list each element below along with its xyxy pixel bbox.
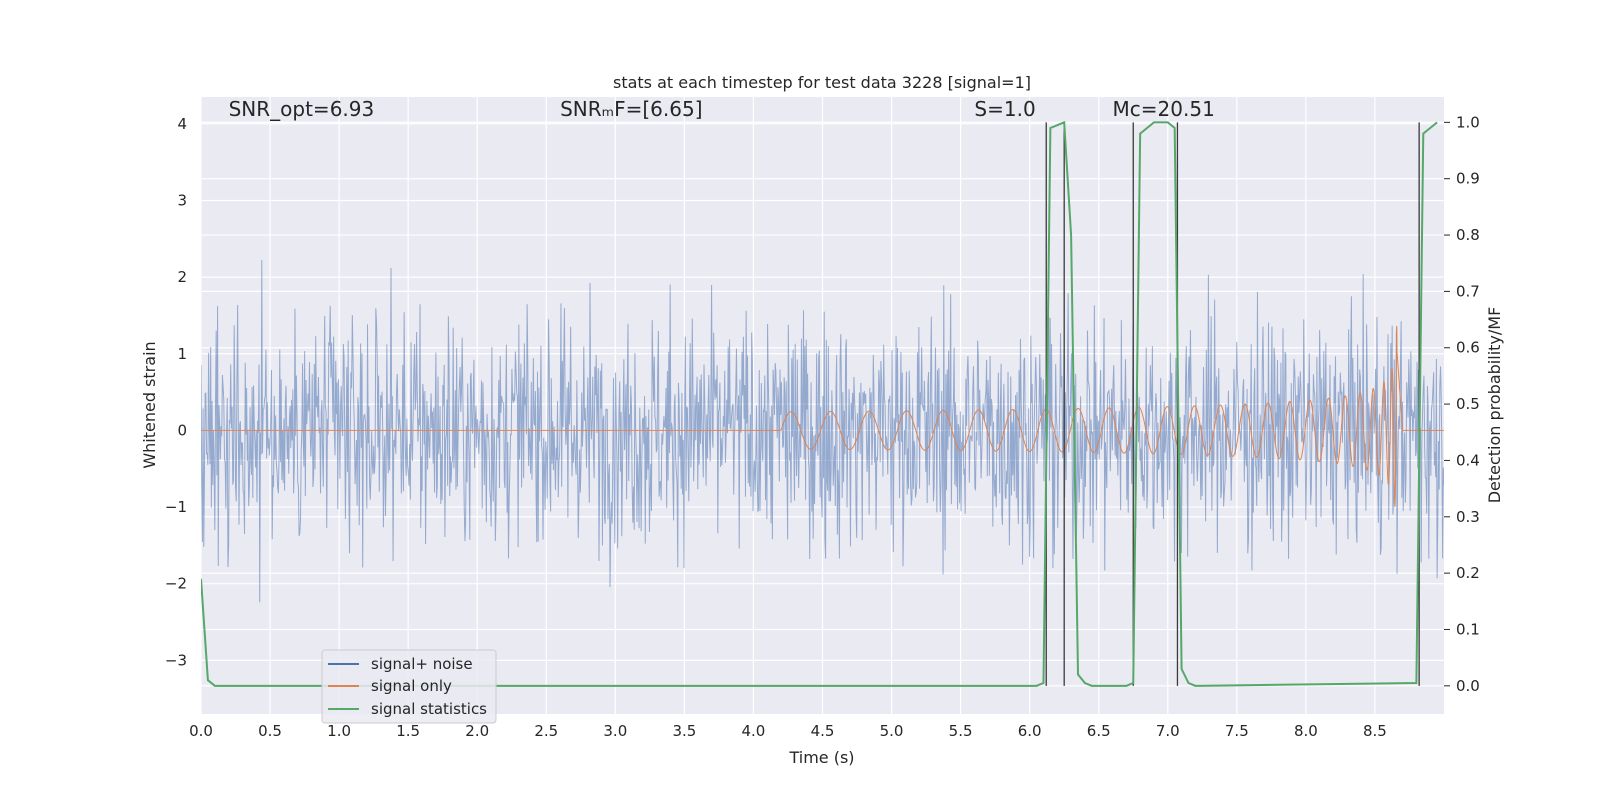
annotations: SNR_opt=6.93 SNRₘF=[6.65] S=1.0 Mᴄ=20.51 xyxy=(229,97,1215,121)
y-tick-label: −3 xyxy=(165,651,187,669)
x-tick-label: 0.0 xyxy=(189,722,213,740)
y-tick-label: 2 xyxy=(177,268,187,286)
x-tick-label: 2.5 xyxy=(534,722,558,740)
x-tick-label: 5.5 xyxy=(949,722,973,740)
y-tick-label: −2 xyxy=(165,575,187,593)
y-tick-label: 0 xyxy=(177,421,187,439)
x-tick-label: 1.0 xyxy=(327,722,351,740)
y-tick-label: 1 xyxy=(177,345,187,363)
y-tick-label: 4 xyxy=(177,115,187,133)
y2-axis-label: Detection probability/MF xyxy=(1485,307,1504,504)
y-axis-ticks: −3 −2 −1 0 1 2 3 4 xyxy=(165,115,187,670)
x-tick-label: 4.0 xyxy=(742,722,766,740)
x-tick-label: 6.5 xyxy=(1087,722,1111,740)
series-signal-only xyxy=(201,326,1444,507)
y2-tick-label: 0.7 xyxy=(1456,282,1480,300)
plot-content xyxy=(201,120,1444,687)
y2-tick-label: 0.6 xyxy=(1456,339,1480,357)
legend-label-signal-noise: signal+ noise xyxy=(371,655,473,673)
y2-tick-label: 0.8 xyxy=(1456,226,1480,244)
y2-tick-label: 0.1 xyxy=(1456,620,1480,638)
y2-tick-label: 0.5 xyxy=(1456,395,1480,413)
y-tick-label: 3 xyxy=(177,191,187,209)
x-tick-label: 8.5 xyxy=(1363,722,1387,740)
signal-noise-line xyxy=(201,260,1444,603)
x-tick-label: 0.5 xyxy=(258,722,282,740)
x-tick-label: 7.0 xyxy=(1156,722,1180,740)
y2-tick-label: 0.3 xyxy=(1456,508,1480,526)
series-signal-statistics xyxy=(201,120,1438,687)
x-axis-label: Time (s) xyxy=(788,748,854,767)
legend-label-signal-only: signal only xyxy=(371,677,452,695)
y2-tick-label: 0.0 xyxy=(1456,677,1480,695)
legend-label-signal-statistics: signal statistics xyxy=(371,700,487,718)
x-tick-label: 8.0 xyxy=(1294,722,1318,740)
annotation-snr-mf: SNRₘF=[6.65] xyxy=(560,97,702,121)
x-tick-label: 6.0 xyxy=(1018,722,1042,740)
annotation-snr-opt: SNR_opt=6.93 xyxy=(229,97,375,121)
annotation-mc: Mᴄ=20.51 xyxy=(1113,97,1215,121)
y2-tick-label: 1.0 xyxy=(1456,113,1480,131)
x-tick-label: 2.0 xyxy=(465,722,489,740)
x-tick-label: 7.5 xyxy=(1225,722,1249,740)
x-tick-label: 5.0 xyxy=(880,722,904,740)
legend-box xyxy=(321,649,497,724)
y2-axis-ticks: 0.0 0.1 0.2 0.3 0.4 0.5 0.6 0.7 0.8 0.9 1.0 xyxy=(1444,113,1480,695)
y-tick-label: −1 xyxy=(165,498,187,516)
x-tick-label: 4.5 xyxy=(811,722,835,740)
x-tick-label: 1.5 xyxy=(396,722,420,740)
annotation-s-stat: S=1.0 xyxy=(974,97,1035,121)
y2-tick-label: 0.9 xyxy=(1456,170,1480,188)
x-tick-label: 3.0 xyxy=(603,722,627,740)
x-axis-ticks: 0.0 0.5 1.0 1.5 2.0 2.5 3.0 3.5 4.0 4.5 5.0 5.5 6.0 6… xyxy=(189,722,1387,740)
y2-tick-label: 0.4 xyxy=(1456,451,1480,469)
x-tick-label: 3.5 xyxy=(672,722,696,740)
series-signal-noise xyxy=(201,260,1444,603)
y2-tick-label: 0.2 xyxy=(1456,564,1480,582)
legend: signal+ noise signal only signal statist… xyxy=(321,649,497,724)
y-axis-label: Whitened strain xyxy=(140,341,159,468)
chart-title: stats at each timestep for test data 322… xyxy=(613,73,1031,92)
